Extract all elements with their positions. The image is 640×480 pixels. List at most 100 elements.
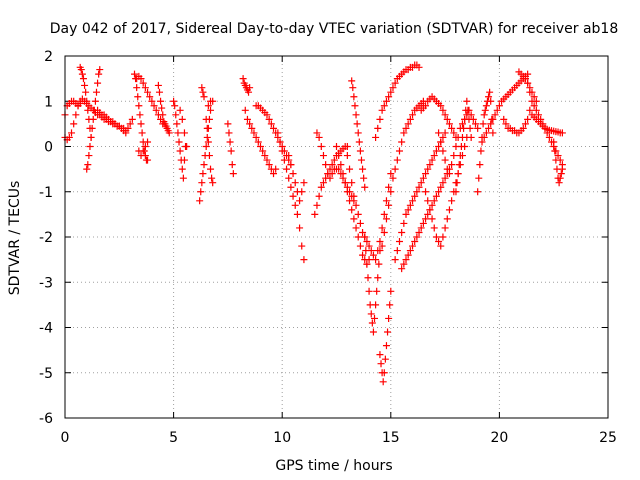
data-point (353, 120, 361, 128)
data-point (495, 102, 503, 110)
data-point (68, 129, 76, 137)
series-arc-06 (131, 70, 152, 164)
data-point (524, 70, 532, 78)
data-point (422, 188, 430, 196)
data-point (382, 215, 390, 223)
data-point (361, 183, 369, 191)
data-point (225, 129, 233, 137)
data-point (178, 165, 186, 173)
data-point (313, 129, 321, 137)
data-point (144, 156, 152, 164)
data-point (377, 360, 385, 368)
data-point (204, 102, 212, 110)
data-point (371, 314, 379, 322)
data-point (380, 228, 388, 236)
series-arc-21 (285, 152, 308, 205)
data-point (380, 369, 388, 377)
data-point (437, 102, 445, 110)
data-point (487, 97, 495, 105)
data-point (404, 206, 412, 214)
data-point (385, 183, 393, 191)
data-point (372, 133, 380, 141)
data-point (81, 81, 89, 89)
data-point (465, 115, 473, 123)
data-point (352, 111, 360, 119)
data-point (317, 183, 325, 191)
data-point (448, 124, 456, 132)
data-point (155, 88, 163, 96)
data-point (139, 147, 147, 155)
data-point (365, 287, 373, 295)
data-point (76, 100, 84, 108)
data-point (180, 129, 188, 137)
data-point (363, 238, 371, 246)
data-point (409, 242, 417, 250)
data-point (379, 378, 387, 386)
data-point (95, 70, 103, 78)
data-point (137, 152, 145, 160)
data-point (411, 192, 419, 200)
series-arc-39 (500, 115, 532, 137)
data-point (454, 170, 462, 178)
data-point (84, 161, 92, 169)
series-arc-35 (435, 106, 482, 178)
data-point (387, 188, 395, 196)
y-tick-label: -4 (39, 321, 53, 337)
data-point (139, 79, 147, 87)
data-point (239, 75, 247, 83)
data-point (376, 247, 384, 255)
data-point (441, 224, 449, 232)
series-arc-26 (348, 77, 369, 191)
data-point (452, 188, 460, 196)
data-point (384, 328, 392, 336)
data-point (343, 152, 351, 160)
data-point (296, 224, 304, 232)
data-point (276, 138, 284, 146)
y-tick-label: -3 (39, 275, 53, 291)
data-point (466, 124, 474, 132)
data-point (246, 84, 254, 92)
data-point (435, 188, 443, 196)
data-point (202, 115, 210, 123)
data-point (381, 355, 389, 363)
data-point (413, 233, 421, 241)
data-point (385, 314, 393, 322)
data-point (354, 129, 362, 137)
data-point (453, 179, 461, 187)
data-point (373, 287, 381, 295)
data-point (479, 120, 487, 128)
data-point (374, 124, 382, 132)
data-point (135, 102, 143, 110)
data-point (439, 147, 447, 155)
data-point (322, 161, 330, 169)
data-point (250, 129, 258, 137)
data-point (134, 93, 142, 101)
data-point (179, 174, 187, 182)
data-point (387, 170, 395, 178)
data-point (376, 115, 384, 123)
data-point (380, 210, 388, 218)
data-point (415, 183, 423, 191)
data-point (532, 106, 540, 114)
data-point (343, 143, 351, 150)
data-point (448, 161, 456, 169)
data-point (448, 197, 456, 205)
data-point (435, 129, 443, 137)
y-axis-label: SDTVAR / TECUs (7, 181, 23, 296)
data-point (256, 143, 264, 150)
data-point (526, 84, 534, 92)
data-point (458, 133, 466, 141)
data-point (472, 120, 480, 128)
data-point (157, 97, 165, 105)
data-point (348, 206, 356, 214)
data-point (146, 93, 154, 101)
data-point (406, 201, 414, 209)
data-point (159, 111, 167, 119)
data-point (178, 115, 186, 123)
data-point (203, 124, 211, 132)
data-point (131, 70, 139, 78)
data-point (360, 174, 368, 182)
tick-labels: 0 5 10 15 20 25 -6 -5 -4 -3 -2 -1 0 1 2 (39, 49, 617, 446)
data-point (274, 129, 282, 137)
data-point (432, 147, 440, 155)
